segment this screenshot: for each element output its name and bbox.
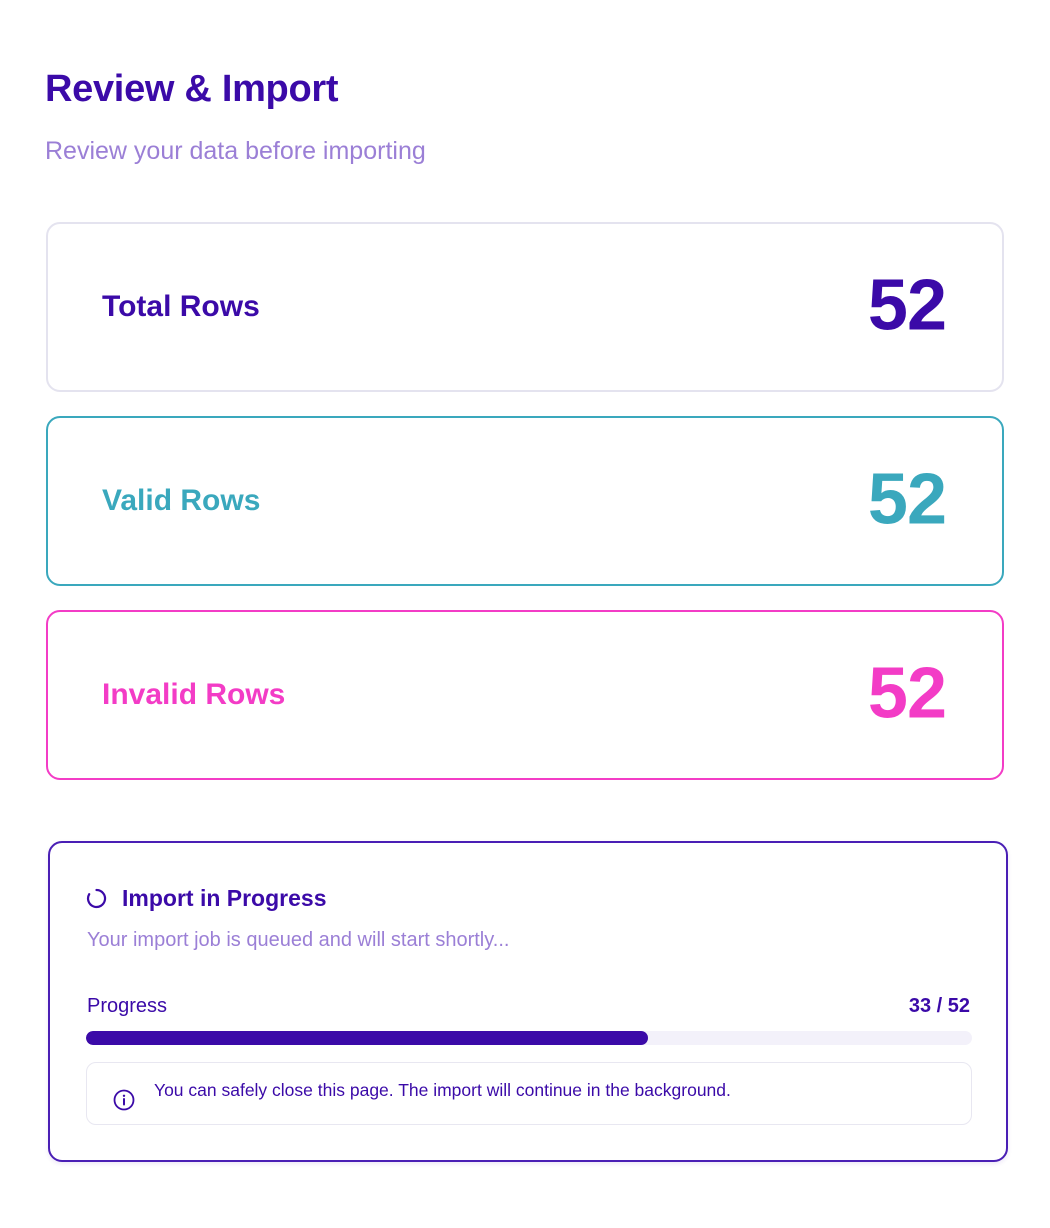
- valid-rows-card: Valid Rows 52: [46, 416, 1004, 586]
- total-rows-card: Total Rows 52: [46, 222, 1004, 392]
- info-notice: You can safely close this page. The impo…: [86, 1062, 972, 1125]
- info-notice-text: You can safely close this page. The impo…: [154, 1080, 731, 1100]
- progress-label: Progress: [87, 995, 168, 1017]
- valid-rows-value: 52: [867, 459, 947, 540]
- page-title: Review & Import: [45, 68, 339, 110]
- progress-bar: [86, 1031, 972, 1045]
- invalid-rows-label: Invalid Rows: [102, 678, 286, 711]
- info-icon: [113, 1089, 135, 1111]
- import-progress-card: Import in Progress Your import job is qu…: [48, 841, 1008, 1162]
- progress-count: 33 / 52: [908, 995, 970, 1017]
- valid-rows-label: Valid Rows: [102, 484, 261, 517]
- spinner-icon: [86, 888, 107, 909]
- invalid-rows-card: Invalid Rows 52: [46, 610, 1004, 780]
- invalid-rows-value: 52: [867, 653, 947, 734]
- import-status-description: Your import job is queued and will start…: [87, 929, 510, 951]
- import-progress-title: Import in Progress: [122, 885, 327, 911]
- total-rows-value: 52: [867, 265, 947, 346]
- total-rows-label: Total Rows: [102, 290, 260, 323]
- page-subtitle: Review your data before importing: [45, 137, 426, 165]
- import-progress-header: Import in Progress: [86, 885, 326, 912]
- progress-bar-fill: [86, 1031, 649, 1045]
